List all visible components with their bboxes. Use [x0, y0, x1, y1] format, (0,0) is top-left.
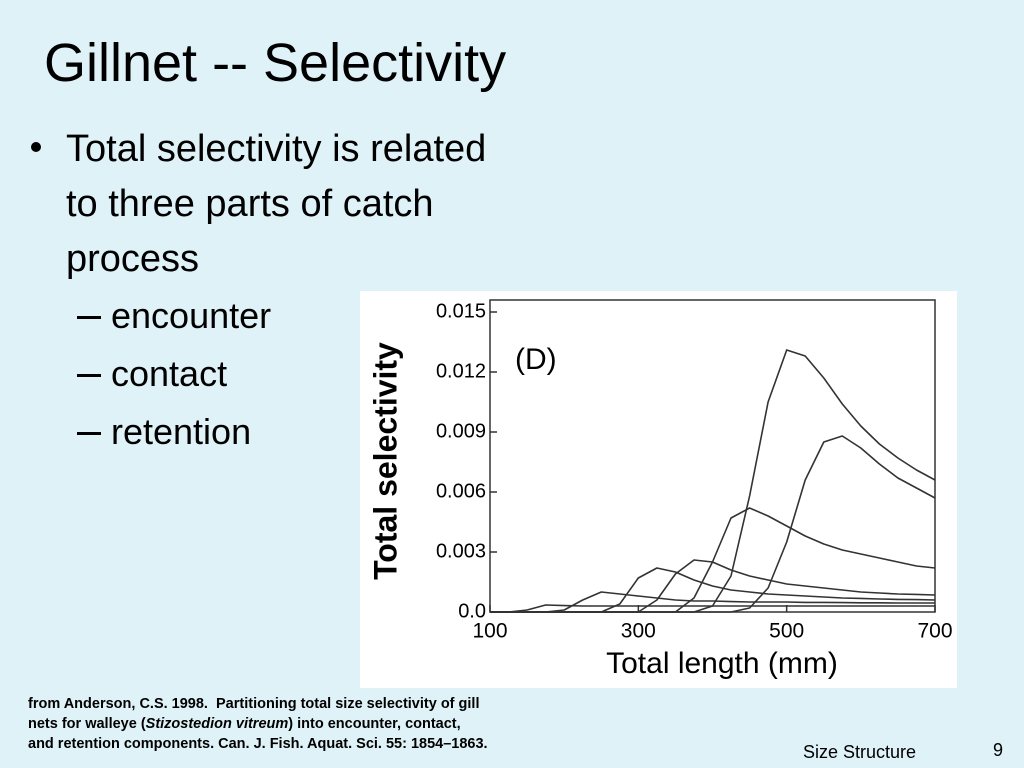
y-axis-title: Total selectivity	[367, 342, 403, 580]
sub-dash	[77, 432, 101, 435]
footer: Size Structure	[803, 742, 917, 762]
annotation: (D)	[515, 343, 557, 376]
slide-title: Gillnet -- Selectivity	[44, 33, 507, 93]
x-axis-title: Total length (mm)	[606, 647, 838, 680]
citation: from Anderson, C.S. 1998. Partitioning t…	[28, 694, 488, 754]
sub-bullet: contact	[111, 353, 228, 394]
y-tick-label: 0.0	[458, 600, 486, 622]
sub-bullet: encounter	[111, 295, 272, 336]
curve	[490, 591, 935, 613]
citation-species: Stizostedion vitreum	[145, 716, 289, 732]
page-number: 9	[993, 740, 1004, 760]
bullet-dot	[31, 142, 41, 152]
chart: (D) Total length (mm) Total selectivity …	[360, 291, 957, 688]
sub-bullet: retention	[111, 411, 252, 452]
y-tick-label: 0.006	[436, 480, 486, 502]
citation-text: from Anderson, C.S. 1998. Partitioning t…	[28, 696, 480, 712]
y-tick-label: 0.015	[436, 300, 486, 322]
x-tick-label: 100	[472, 620, 507, 643]
citation-text: nets for walleye (	[28, 716, 146, 732]
y-tick-label: 0.012	[436, 360, 486, 382]
sub-dash	[77, 316, 101, 319]
bullet: Total selectivity is related to three pa…	[66, 128, 487, 280]
citation-text: and retention components. Can. J. Fish. …	[28, 736, 488, 752]
y-tick-label: 0.009	[436, 420, 486, 442]
citation-text: ) into encounter, contact,	[288, 716, 461, 732]
sub-dash	[77, 374, 101, 377]
chart-background	[360, 291, 957, 688]
x-tick-label: 500	[769, 620, 804, 643]
y-tick-label: 0.003	[436, 540, 486, 562]
x-tick-label: 300	[621, 620, 656, 643]
x-tick-label: 700	[917, 620, 952, 643]
curve	[490, 435, 936, 613]
